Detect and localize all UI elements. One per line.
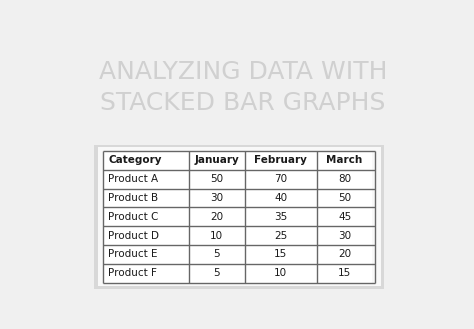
Text: 80: 80	[338, 174, 351, 184]
FancyBboxPatch shape	[317, 207, 373, 226]
Text: Product D: Product D	[108, 231, 159, 240]
Text: ANALYZING DATA WITH: ANALYZING DATA WITH	[99, 61, 387, 85]
FancyBboxPatch shape	[103, 189, 189, 207]
Text: 20: 20	[338, 249, 351, 260]
FancyBboxPatch shape	[103, 264, 189, 283]
FancyBboxPatch shape	[189, 151, 245, 170]
FancyBboxPatch shape	[103, 151, 189, 170]
Text: Product C: Product C	[108, 212, 159, 222]
FancyBboxPatch shape	[103, 245, 189, 264]
Text: STACKED BAR GRAPHS: STACKED BAR GRAPHS	[100, 91, 386, 115]
FancyBboxPatch shape	[245, 245, 317, 264]
FancyBboxPatch shape	[245, 207, 317, 226]
Text: Product F: Product F	[108, 268, 157, 278]
Text: 30: 30	[338, 231, 351, 240]
FancyBboxPatch shape	[189, 245, 245, 264]
Text: 10: 10	[210, 231, 223, 240]
FancyBboxPatch shape	[189, 189, 245, 207]
Text: 15: 15	[338, 268, 351, 278]
FancyBboxPatch shape	[103, 226, 189, 245]
Text: February: February	[254, 155, 307, 165]
Text: 35: 35	[274, 212, 287, 222]
FancyBboxPatch shape	[317, 264, 373, 283]
FancyBboxPatch shape	[317, 151, 373, 170]
Text: 45: 45	[338, 212, 351, 222]
FancyBboxPatch shape	[245, 189, 317, 207]
FancyBboxPatch shape	[189, 207, 245, 226]
Text: 25: 25	[274, 231, 287, 240]
FancyBboxPatch shape	[245, 226, 317, 245]
FancyBboxPatch shape	[245, 170, 317, 189]
FancyBboxPatch shape	[245, 151, 317, 170]
FancyBboxPatch shape	[94, 145, 384, 289]
Text: 40: 40	[274, 193, 287, 203]
Text: 50: 50	[338, 193, 351, 203]
Text: March: March	[327, 155, 363, 165]
FancyBboxPatch shape	[103, 170, 189, 189]
Text: 30: 30	[210, 193, 223, 203]
Text: Product B: Product B	[108, 193, 158, 203]
Text: 20: 20	[210, 212, 223, 222]
Text: January: January	[194, 155, 239, 165]
Text: 50: 50	[210, 174, 223, 184]
FancyBboxPatch shape	[98, 147, 381, 287]
FancyBboxPatch shape	[317, 170, 373, 189]
FancyBboxPatch shape	[189, 264, 245, 283]
Text: 10: 10	[274, 268, 287, 278]
FancyBboxPatch shape	[189, 226, 245, 245]
Text: Product E: Product E	[108, 249, 158, 260]
FancyBboxPatch shape	[317, 226, 373, 245]
FancyBboxPatch shape	[245, 264, 317, 283]
Text: Category: Category	[108, 155, 162, 165]
Text: 5: 5	[213, 249, 220, 260]
FancyBboxPatch shape	[189, 170, 245, 189]
Text: 15: 15	[274, 249, 287, 260]
Text: Product A: Product A	[108, 174, 158, 184]
Text: 5: 5	[213, 268, 220, 278]
Text: 70: 70	[274, 174, 287, 184]
FancyBboxPatch shape	[103, 207, 189, 226]
FancyBboxPatch shape	[317, 189, 373, 207]
FancyBboxPatch shape	[317, 245, 373, 264]
